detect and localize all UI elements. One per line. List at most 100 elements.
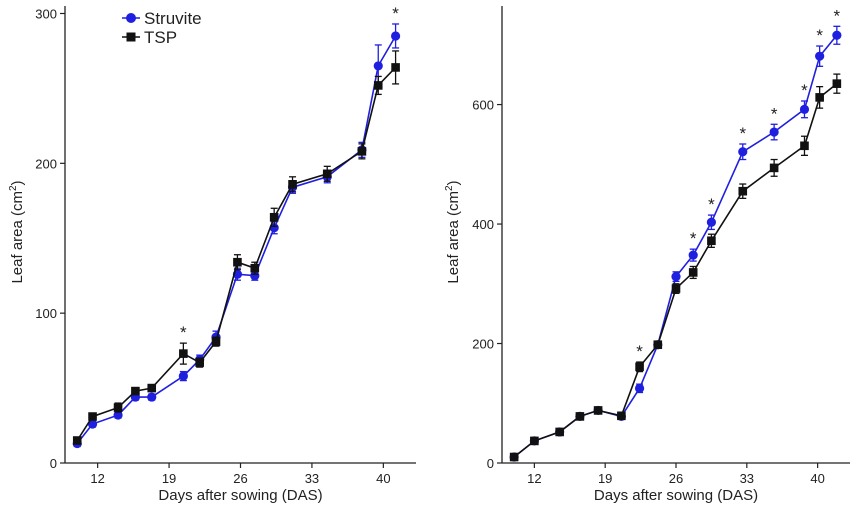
data-point	[688, 268, 698, 277]
y-tick-label: 200	[472, 337, 494, 352]
data-point	[195, 358, 204, 367]
significance-marker: *	[771, 104, 778, 123]
data-point	[738, 147, 748, 157]
series-line	[76, 66, 397, 441]
data-point	[357, 147, 367, 156]
x-tick-label: 26	[669, 471, 683, 486]
significance-marker: *	[708, 195, 715, 214]
x-tick-label: 26	[233, 471, 247, 486]
data-point	[815, 93, 824, 102]
data-point	[322, 169, 332, 179]
y-tick-label: 0	[50, 456, 57, 471]
data-point	[269, 212, 279, 222]
legend-marker	[126, 13, 136, 23]
series-struvite	[72, 23, 401, 449]
x-tick-label: 40	[810, 471, 824, 486]
data-point	[800, 141, 809, 151]
data-point	[815, 51, 825, 61]
data-point	[738, 186, 748, 196]
data-point	[832, 30, 842, 40]
data-point	[390, 31, 401, 41]
x-tick-label: 19	[162, 471, 176, 486]
y-axis-title-close: )	[445, 180, 462, 185]
data-point	[288, 180, 297, 189]
data-point	[832, 79, 842, 88]
x-axis-title: Days after sowing (DAS)	[594, 487, 758, 504]
data-point	[113, 403, 123, 412]
series-struvite	[509, 25, 842, 462]
data-point	[707, 236, 716, 246]
data-point	[530, 436, 539, 446]
y-axis-title: Leaf area (cm2)	[444, 180, 462, 283]
y-axis-title: Leaf area (cm2)	[8, 180, 26, 283]
series-line	[513, 83, 838, 458]
y-axis-title-superscript: 2	[8, 185, 19, 191]
x-tick-label: 19	[598, 471, 612, 486]
y-tick-label: 200	[35, 156, 57, 171]
data-point	[617, 411, 626, 421]
x-tick-label: 40	[376, 471, 390, 486]
x-tick-label: 12	[527, 471, 541, 486]
data-point	[72, 436, 82, 445]
x-tick-label: 33	[740, 471, 754, 486]
data-point	[233, 257, 242, 267]
data-point	[671, 272, 681, 282]
data-point	[653, 340, 663, 350]
significance-marker: *	[636, 342, 643, 361]
data-point	[555, 427, 564, 437]
legend-label: TSP	[144, 28, 177, 47]
y-tick-label: 300	[35, 6, 57, 21]
data-point	[769, 163, 779, 173]
data-point	[671, 284, 681, 293]
y-tick-label: 600	[472, 98, 494, 113]
data-point	[131, 386, 140, 396]
data-point	[250, 271, 260, 281]
series-line	[513, 34, 838, 458]
y-tick-label: 400	[472, 217, 494, 232]
data-point	[706, 217, 717, 227]
legend-label: Struvite	[144, 9, 202, 28]
data-point	[634, 383, 645, 393]
legend-marker	[126, 32, 136, 42]
data-point	[373, 61, 383, 71]
data-point	[179, 349, 188, 358]
series-tsp	[72, 50, 400, 445]
y-axis-title-close: )	[9, 180, 26, 185]
data-point	[593, 406, 603, 415]
x-axis-title: Days after sowing (DAS)	[158, 487, 322, 504]
series-line	[76, 35, 397, 444]
y-tick-label: 100	[35, 306, 57, 321]
y-axis-title-superscript: 2	[444, 185, 455, 191]
y-tick-label: 0	[487, 456, 494, 471]
data-point	[250, 263, 260, 273]
significance-marker: *	[834, 6, 841, 25]
data-point	[88, 412, 97, 421]
significance-marker: *	[180, 323, 187, 342]
data-point	[87, 419, 98, 429]
data-point	[178, 371, 188, 381]
x-tick-label: 12	[90, 471, 104, 486]
significance-marker: *	[801, 81, 808, 100]
series-tsp	[509, 73, 842, 462]
chart-panel-1: 12 19 26 33 40 0 100 200 300 Days after sowing (D…	[8, 4, 416, 504]
y-axis-title-text: Leaf area (cm	[445, 191, 462, 284]
data-point	[799, 104, 810, 114]
data-point	[147, 383, 157, 393]
data-point	[211, 337, 221, 346]
data-point	[373, 81, 383, 90]
data-point	[635, 362, 644, 372]
significance-marker: *	[690, 229, 697, 248]
data-point	[769, 127, 779, 137]
x-tick-label: 33	[305, 471, 319, 486]
significance-marker: *	[816, 26, 823, 45]
significance-marker: *	[392, 4, 399, 23]
data-point	[113, 410, 123, 420]
data-point	[509, 452, 519, 462]
data-point	[688, 250, 698, 260]
data-point	[575, 412, 585, 421]
significance-marker: *	[739, 124, 746, 143]
